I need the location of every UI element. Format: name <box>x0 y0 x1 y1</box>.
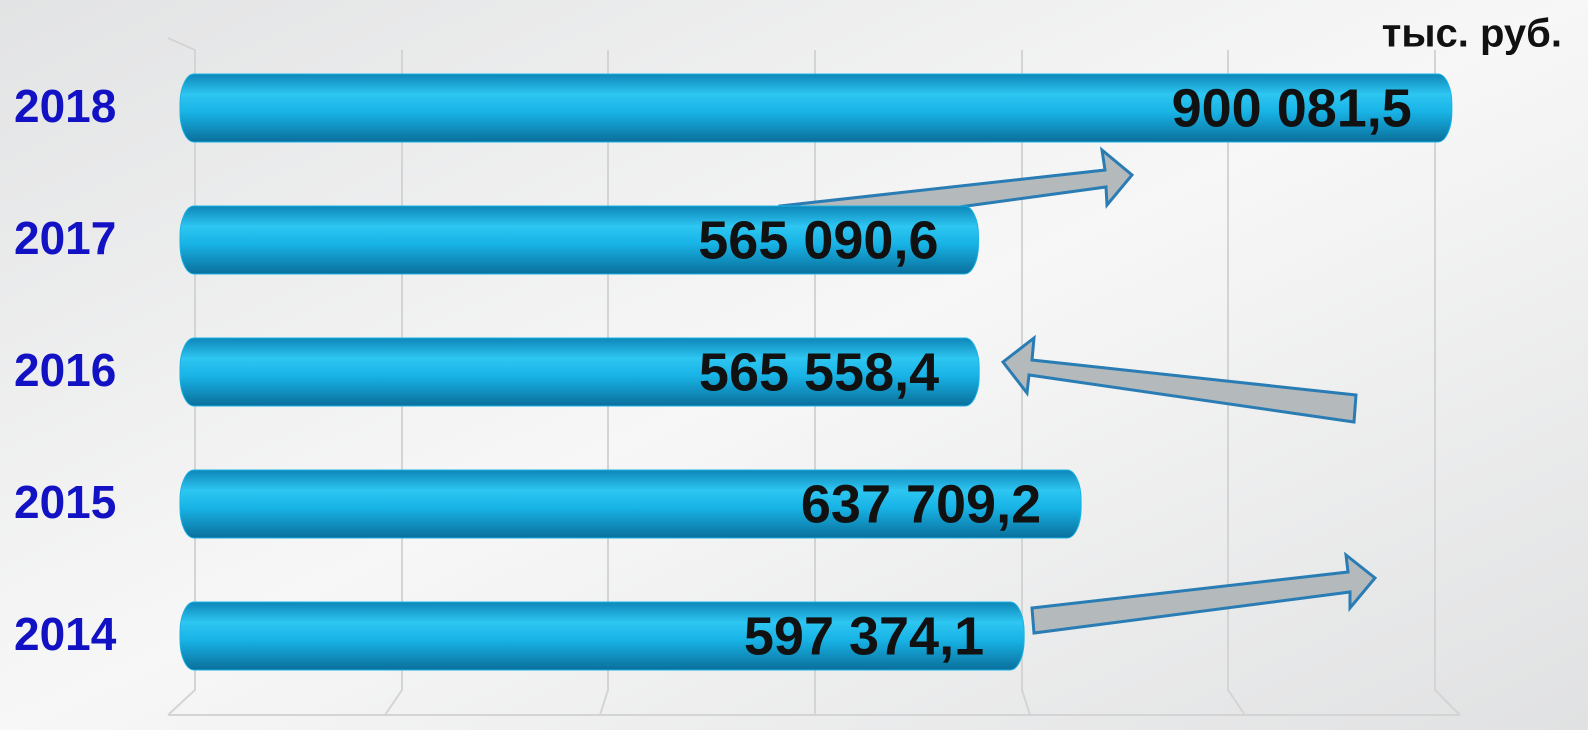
value-label: 565 558,4 <box>699 342 939 402</box>
value-label: 565 090,6 <box>698 210 938 270</box>
bar <box>179 73 1453 143</box>
value-label: 597 374,1 <box>744 606 984 666</box>
category-label: 2016 <box>14 344 116 396</box>
value-label: 900 081,5 <box>1172 78 1412 138</box>
category-label: 2017 <box>14 212 116 264</box>
category-label: 2015 <box>14 476 116 528</box>
value-label: 637 709,2 <box>801 474 1041 534</box>
bar <box>179 469 1082 539</box>
bar <box>179 337 980 407</box>
category-label: 2018 <box>14 80 116 132</box>
unit-label: тыс. руб. <box>1382 12 1562 56</box>
bar <box>179 205 979 275</box>
bar <box>179 601 1025 671</box>
arrow <box>1000 334 1358 424</box>
category-label: 2014 <box>14 608 117 660</box>
arrow <box>1030 551 1378 635</box>
